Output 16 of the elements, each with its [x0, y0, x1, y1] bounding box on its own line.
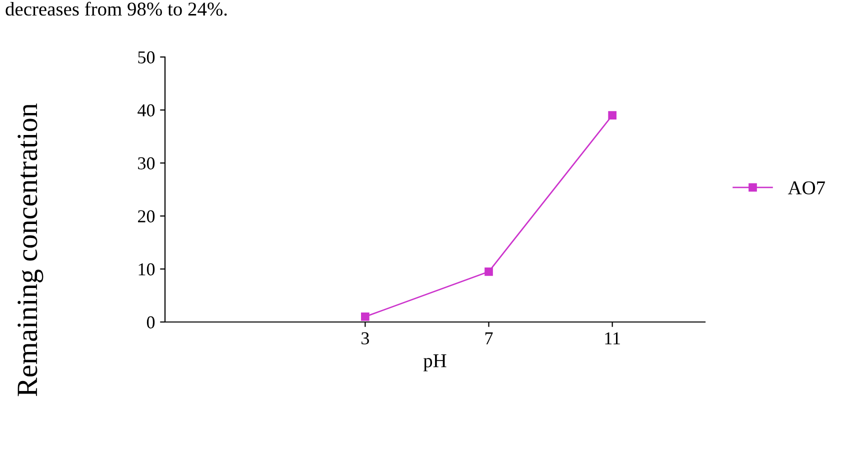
point [608, 111, 616, 120]
y-tick-label: 40 [138, 104, 155, 116]
y-axis-title: Remaining concentration [18, 103, 44, 396]
x-tick-label: 11 [605, 332, 620, 344]
y-tick-label: 10 [138, 263, 155, 276]
y-tick-label: 50 [138, 51, 155, 64]
text: decreases from 98% to 24%. [6, 2, 227, 16]
point [484, 267, 493, 276]
x-axis-title: pH [423, 354, 446, 372]
point [361, 312, 370, 321]
y-tick-label: 20 [138, 210, 155, 222]
y-tick-label: 0 [146, 316, 155, 328]
x-tick-label: 7 [485, 332, 493, 344]
legend-label: AO7 [788, 181, 825, 194]
y-tick-label: 30 [138, 157, 155, 170]
x-tick-label: 3 [362, 332, 369, 344]
